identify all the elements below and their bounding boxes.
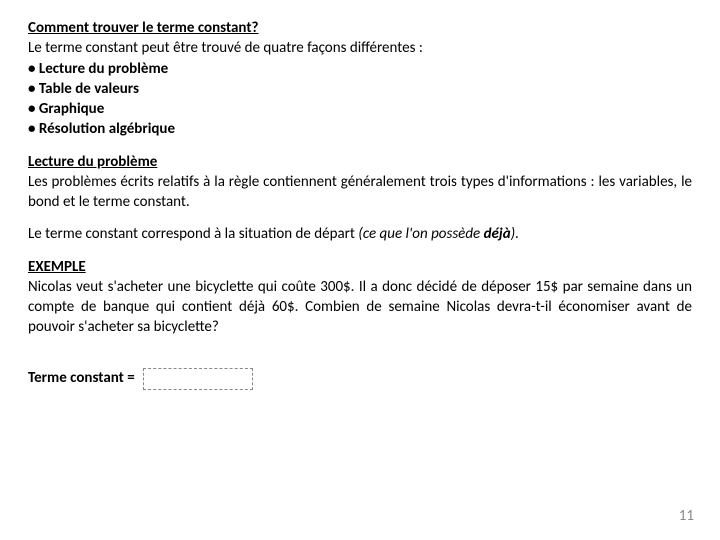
example-label: EXEMPLE: [28, 257, 692, 277]
text-span: déjà: [484, 225, 511, 243]
intro-block: Comment trouver le terme constant? Le te…: [28, 18, 692, 140]
answer-box: [143, 368, 253, 390]
page-title: Comment trouver le terme constant?: [28, 18, 692, 38]
text-span: ).: [511, 225, 519, 243]
page-number: 11: [679, 506, 694, 526]
text-span: (ce que l'on possède: [358, 225, 483, 243]
list-item: Graphique: [28, 99, 692, 119]
example-block: EXEMPLE Nicolas veut s'acheter une bicyc…: [28, 257, 692, 338]
lecture-block: Lecture du problème Les problèmes écrits…: [28, 152, 692, 213]
list-item: Lecture du problème: [28, 59, 692, 79]
section-para: Les problèmes écrits relatifs à la règle…: [28, 172, 692, 213]
constant-definition: Le terme constant correspond à la situat…: [28, 224, 692, 244]
method-list: Lecture du problème Table de valeurs Gra…: [28, 59, 692, 140]
list-item: Résolution algébrique: [28, 119, 692, 139]
constant-row: Terme constant =: [28, 368, 692, 390]
section-title: Lecture du problème: [28, 152, 692, 172]
text-span: Le terme constant correspond à la situat…: [28, 225, 358, 243]
example-text: Nicolas veut s'acheter une bicyclette qu…: [28, 277, 692, 338]
constant-label: Terme constant =: [28, 368, 135, 388]
list-item: Table de valeurs: [28, 79, 692, 99]
intro-line: Le terme constant peut être trouvé de qu…: [28, 38, 692, 58]
